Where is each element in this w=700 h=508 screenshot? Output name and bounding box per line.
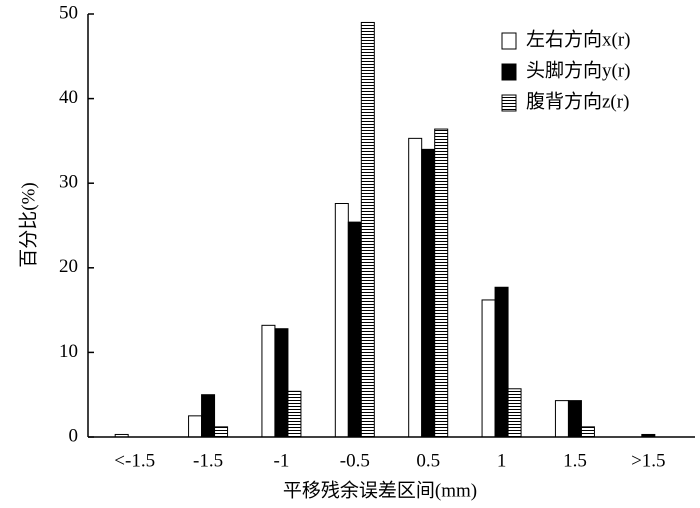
x-tick-label: >1.5	[631, 450, 665, 471]
bar	[334, 203, 349, 438]
x-tick-label: 1.5	[563, 450, 587, 471]
x-tick-label: 1	[497, 450, 507, 471]
bar	[287, 390, 302, 438]
bar	[347, 221, 362, 438]
bar	[554, 400, 569, 438]
y-tick-label: 0	[69, 425, 79, 446]
bar	[507, 388, 522, 438]
bar	[408, 137, 423, 438]
legend-swatch	[501, 32, 517, 50]
x-tick-label: <-1.5	[114, 450, 155, 471]
bar	[567, 400, 582, 438]
legend-swatch	[501, 63, 517, 81]
legend-label: 头脚方向y(r)	[526, 59, 630, 81]
y-tick-label: 10	[59, 341, 78, 362]
bar	[434, 128, 449, 438]
bar	[214, 426, 229, 438]
y-axis-label: 百分比(%)	[17, 182, 39, 267]
y-tick-label: 20	[59, 256, 78, 277]
bar	[421, 148, 436, 438]
legend-label: 左右方向x(r)	[526, 28, 630, 50]
bar	[360, 21, 375, 438]
x-tick-label: 0.5	[416, 450, 440, 471]
legend-swatch	[501, 94, 517, 112]
bar	[201, 394, 216, 438]
bar	[481, 299, 496, 438]
bar	[274, 328, 289, 438]
y-tick-label: 50	[59, 2, 78, 23]
y-tick-label: 40	[59, 87, 78, 108]
bar	[494, 286, 509, 438]
bar	[188, 415, 203, 438]
x-tick-label: -0.5	[340, 450, 370, 471]
legend-label: 腹背方向z(r)	[526, 90, 629, 112]
x-tick-label: -1	[274, 450, 290, 471]
x-tick-label: -1.5	[193, 450, 223, 471]
x-axis-label: 平移残余误差区间(mm)	[283, 479, 477, 501]
y-tick-label: 30	[59, 172, 78, 193]
bar	[261, 324, 276, 438]
bar	[580, 426, 595, 438]
